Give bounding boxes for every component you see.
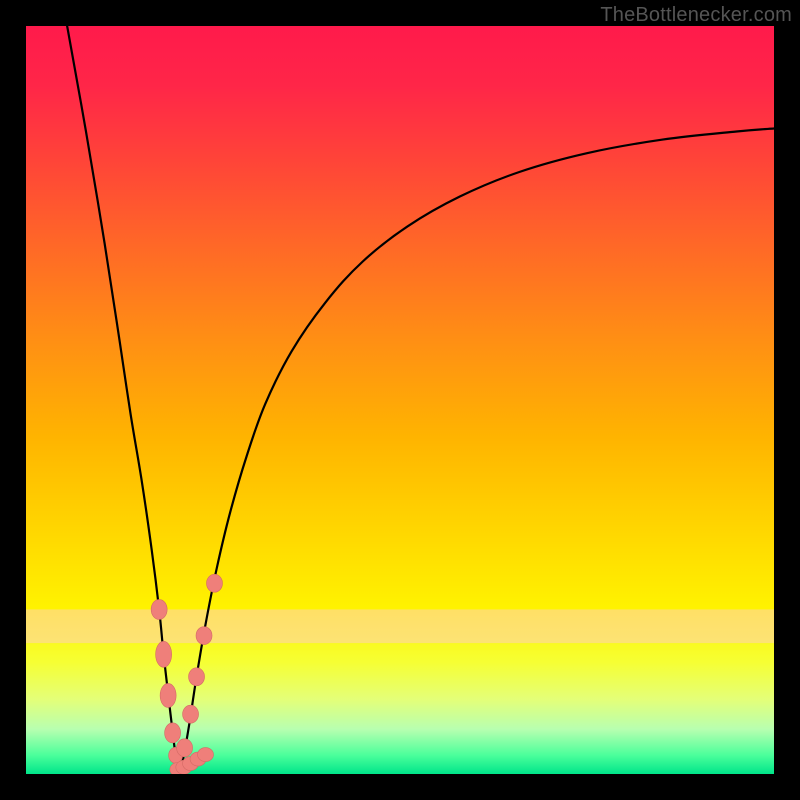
marker-dot [189,668,205,686]
chart-stage: TheBottlenecker.com [0,0,800,800]
marker-dot [160,683,176,707]
marker-dot [196,627,212,645]
bottleneck-chart [0,0,800,800]
highlight-band [26,609,774,643]
plot-background [26,26,774,774]
marker-dot [206,574,222,592]
marker-dot [183,705,199,723]
marker-dot [156,641,172,667]
marker-dot [165,723,181,743]
marker-dot [177,739,193,757]
marker-dot [198,748,214,762]
marker-dot [151,599,167,619]
watermark-text: TheBottlenecker.com [600,4,792,27]
